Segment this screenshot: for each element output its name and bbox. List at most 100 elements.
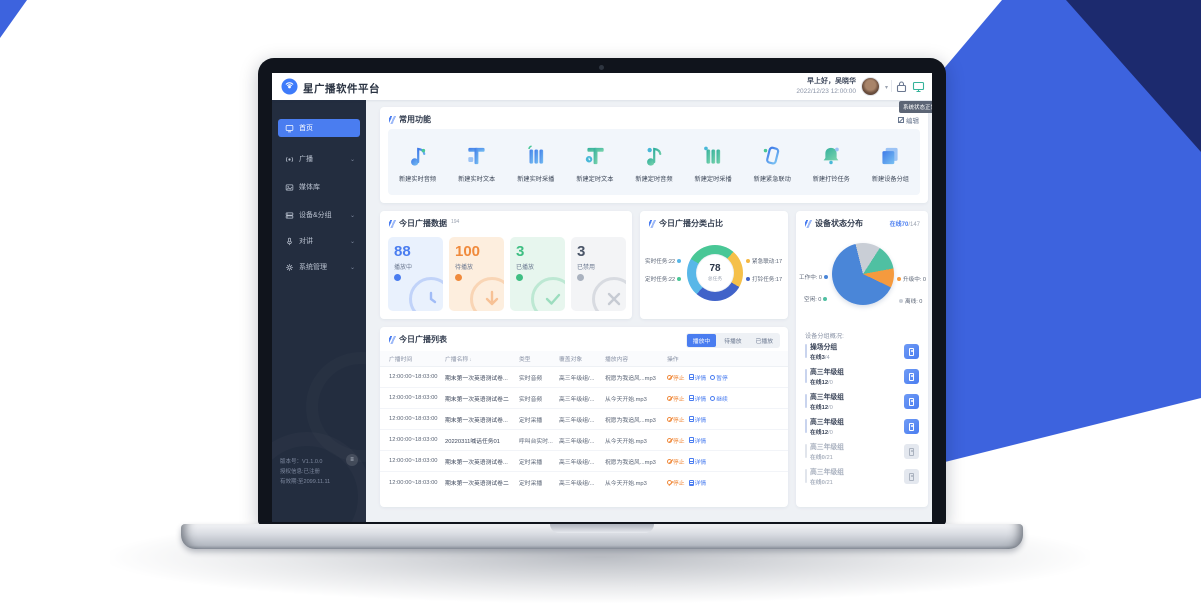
group-icon: [882, 147, 899, 165]
speaker-icon[interactable]: [904, 419, 919, 434]
sidebar-item-broadcast[interactable]: 广播 ⌄: [278, 150, 360, 168]
speaker-icon[interactable]: [904, 444, 919, 459]
stat-playing: 88 播放中: [388, 237, 443, 311]
device-status-card: 设备状态分布 在线70/147 工作中: 0 空闲: 0 升级中: 0 离线: …: [796, 211, 928, 507]
chevron-down-icon: ⌄: [349, 156, 355, 163]
sidebar-item-label: 首页: [299, 125, 313, 132]
quick-action-new-timed-audio[interactable]: 新建定时音频: [624, 141, 683, 183]
stop-button[interactable]: 停止: [667, 394, 685, 403]
speaker-icon[interactable]: [904, 394, 919, 409]
device-icon: [285, 212, 294, 218]
stop-button[interactable]: 停止: [667, 373, 685, 382]
stop-button[interactable]: 停止: [667, 436, 685, 445]
quick-action-new-timed-relay[interactable]: 新建定时采播: [684, 141, 743, 183]
section-title: 常用功能: [389, 114, 431, 125]
speaker-icon[interactable]: [904, 344, 919, 359]
stop-button[interactable]: 停止: [667, 478, 685, 487]
edit-button[interactable]: 编辑: [898, 115, 919, 125]
quick-action-new-realtime-text[interactable]: 新建实时文本: [447, 141, 506, 183]
chevron-down-icon: ⌄: [349, 238, 355, 245]
stop-button[interactable]: 停止: [667, 415, 685, 424]
section-title-icon: [389, 335, 396, 344]
quick-action-new-emergency-link[interactable]: 新建紧急联动: [743, 141, 802, 183]
detail-button[interactable]: 详情: [688, 478, 706, 487]
tab-pending[interactable]: 待播放: [724, 339, 742, 345]
section-title: 设备状态分布: [805, 218, 863, 229]
quick-action-new-bell-task[interactable]: 新建打铃任务: [802, 141, 861, 183]
device-group-row[interactable]: 操场分组 在线3/4: [805, 341, 921, 366]
sidebar-item-label: 对讲: [299, 238, 313, 245]
legend-item: 定时任务:22: [645, 275, 682, 283]
laptop-base: [181, 524, 1023, 549]
device-group-row[interactable]: 高三年级组 在线12/0: [805, 391, 921, 416]
stop-button[interactable]: 停止: [667, 457, 685, 466]
resume-button[interactable]: 继续: [710, 394, 728, 403]
tab-playing[interactable]: 播放中: [686, 334, 717, 347]
music-note-icon: [647, 147, 662, 166]
clock-icon: [409, 277, 443, 311]
device-group-row[interactable]: 高三年级组 在线12/0: [805, 366, 921, 391]
sidebar-item-label: 广播: [299, 156, 313, 163]
device-group-row[interactable]: 高三年级组 在线0/21: [805, 466, 921, 491]
main-content: 常用功能 编辑 新建实时音频 新建实时文本 新建实时采播: [366, 100, 932, 522]
category-chart-card: 今日广播分类占比 78 总任务 实时任务:22 定时任务:22 紧急联动:17 …: [640, 211, 788, 319]
detail-button[interactable]: 详情: [688, 373, 706, 382]
chevron-down-icon[interactable]: ▾: [884, 85, 888, 91]
datetime-text: 2022/12/23 12:00:00: [796, 87, 856, 95]
menu-icon[interactable]: ≡: [346, 454, 358, 466]
stat-played: 3 已播放: [510, 237, 565, 311]
stat-pending: 100 待播放: [449, 237, 504, 311]
table-row: 12:00:00~18:03:00 期末第一次英语测试卷二 定时采播 高三年级组…: [389, 478, 707, 487]
validity-info: 有效期:至2099.11.11: [280, 479, 331, 485]
bars-icon: [527, 145, 543, 164]
broadcast-list-card: 今日广播列表 播放中 待播放 已播放 广播时间 广播名称↓ 类型 覆盖对象 播放…: [380, 327, 788, 507]
lock-icon[interactable]: [895, 80, 908, 93]
detail-button[interactable]: 详情: [688, 436, 706, 445]
tab-played[interactable]: 已播放: [755, 339, 773, 345]
dashboard-screen: 星广播软件平台 早上好，吴晓华 2022/12/23 12:00:00 ▾ 系统…: [272, 73, 932, 522]
device-group-row[interactable]: 高三年级组 在线0/21: [805, 441, 921, 466]
sidebar-item-home[interactable]: 首页: [278, 119, 360, 137]
cross-icon: [577, 274, 584, 281]
table-header: 广播时间 广播名称↓ 类型 覆盖对象 播放内容 操作: [380, 351, 788, 367]
sidebar-item-intercom[interactable]: 对讲 ⌄: [278, 232, 360, 250]
legend-item: 空闲: 0: [804, 295, 828, 303]
sidebar-item-media[interactable]: 媒体库: [278, 178, 360, 196]
broadcast-stats-card: 今日广播数据 194 88 播放中 100 待播放: [380, 211, 632, 319]
quick-action-new-timed-text[interactable]: 新建定时文本: [565, 141, 624, 183]
version-info: 版本号：V1.1.0.0 授权信息:已注册 有效期:至2099.11.11: [280, 457, 330, 487]
license-info: 授权信息:已注册: [280, 469, 321, 475]
speaker-icon[interactable]: [904, 369, 919, 384]
sidebar-item-devices[interactable]: 设备&分组 ⌄: [278, 206, 360, 224]
quick-action-new-realtime-relay[interactable]: 新建实时采播: [506, 141, 565, 183]
device-link-icon: [763, 146, 780, 165]
category-donut-chart: 78 总任务: [687, 245, 743, 301]
check-icon: [516, 274, 523, 281]
legend-item: 离线: 0: [899, 297, 922, 305]
detail-button[interactable]: 详情: [688, 394, 706, 403]
sidebar-item-settings[interactable]: 系统管理 ⌄: [278, 258, 360, 276]
section-title-icon: [649, 219, 656, 228]
detail-button[interactable]: 详情: [688, 415, 706, 424]
media-icon: [285, 184, 294, 190]
list-tabs: 播放中 待播放 已播放: [685, 333, 780, 348]
sort-icon[interactable]: ↓: [469, 357, 472, 363]
settings-icon: [286, 263, 293, 271]
speaker-icon[interactable]: [904, 469, 919, 484]
chevron-down-icon: ⌄: [349, 212, 355, 219]
device-group-row[interactable]: 高三年级组 在线12/0: [805, 416, 921, 441]
avatar[interactable]: [861, 77, 880, 96]
check-icon: [531, 277, 565, 311]
pause-button[interactable]: 暂停: [710, 373, 728, 382]
device-group-list: 操场分组 在线3/4 高三年级组 在线12/0 高三年级组 在线12/0 高三年…: [805, 341, 921, 491]
stats-total: 194: [451, 218, 460, 225]
legend-item: 升级中: 0: [897, 275, 926, 283]
arrow-down-icon: [455, 274, 462, 281]
system-status-icon[interactable]: [912, 80, 925, 93]
section-title: 今日广播列表: [389, 334, 447, 345]
quick-action-new-device-group[interactable]: 新建设备分组: [861, 141, 920, 183]
sidebar-item-label: 系统管理: [299, 264, 327, 271]
detail-button[interactable]: 详情: [688, 457, 706, 466]
section-title: 今日广播分类占比: [649, 218, 723, 229]
quick-action-new-realtime-audio[interactable]: 新建实时音频: [388, 141, 447, 183]
